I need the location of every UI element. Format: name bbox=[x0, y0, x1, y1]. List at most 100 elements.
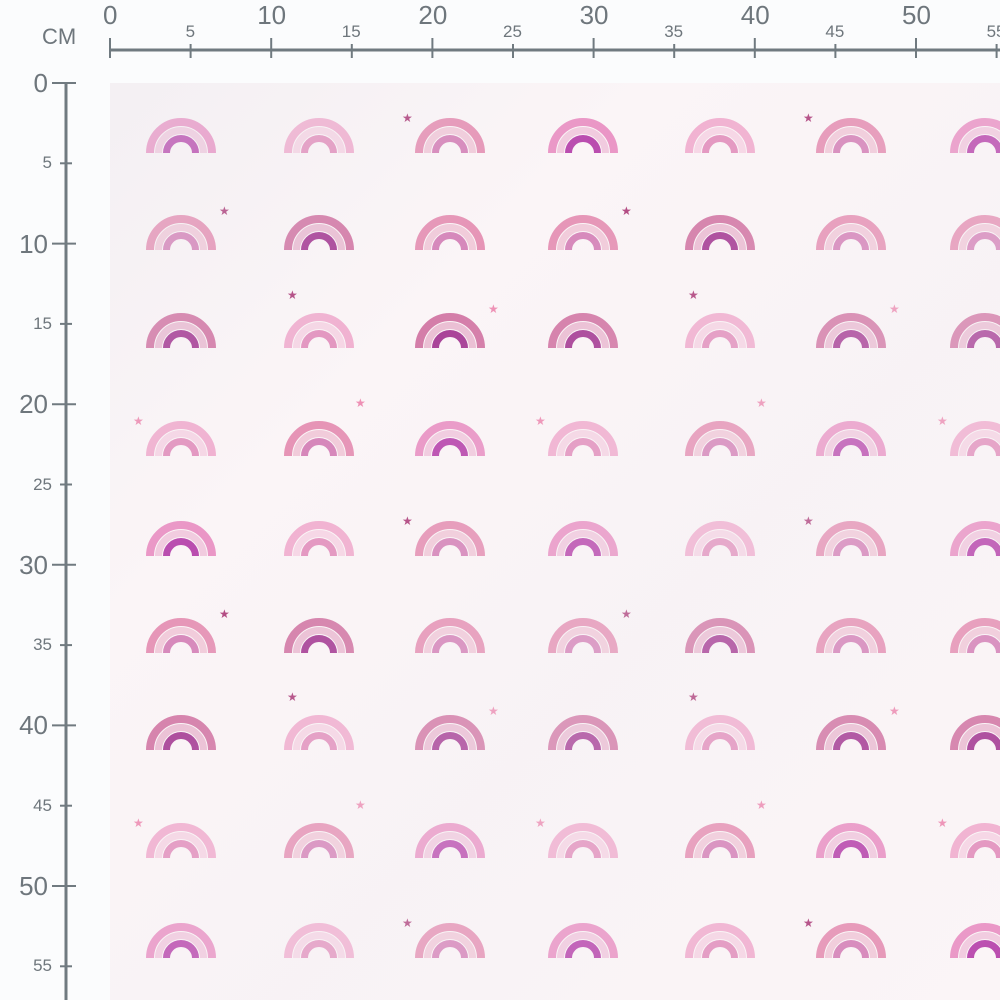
rainbow-motif bbox=[146, 715, 216, 751]
rainbow-motif bbox=[415, 715, 485, 751]
star-icon: ★ bbox=[803, 916, 814, 930]
star-icon: ★ bbox=[219, 204, 230, 218]
star-icon: ★ bbox=[355, 396, 366, 410]
star-icon: ★ bbox=[488, 302, 499, 316]
rainbow-motif bbox=[685, 215, 755, 251]
rainbow-motif bbox=[816, 823, 886, 859]
ruler-label: 5 bbox=[42, 153, 52, 173]
rainbow-motif bbox=[685, 823, 755, 859]
rainbow-motif bbox=[950, 923, 1000, 959]
rainbow-motif bbox=[415, 923, 485, 959]
left-ruler bbox=[52, 82, 76, 1000]
rainbow-motif bbox=[685, 923, 755, 959]
ruler-label: 10 bbox=[19, 228, 48, 259]
rainbow-motif bbox=[685, 313, 755, 349]
rainbow-motif bbox=[284, 215, 354, 251]
star-icon: ★ bbox=[402, 111, 413, 125]
rainbow-motif bbox=[284, 923, 354, 959]
star-icon: ★ bbox=[937, 414, 948, 428]
ruler-label: 45 bbox=[33, 795, 52, 815]
star-icon: ★ bbox=[621, 204, 632, 218]
ruler-label: 0 bbox=[33, 68, 48, 98]
ruler-label: 5 bbox=[185, 22, 196, 41]
rainbow-motif bbox=[685, 421, 755, 457]
ruler-label: 20 bbox=[418, 0, 448, 30]
ruler-label: 30 bbox=[19, 549, 48, 580]
rainbow-motif bbox=[950, 521, 1000, 557]
ruler-label: 40 bbox=[740, 0, 770, 30]
rainbow-motif bbox=[548, 521, 618, 557]
rainbow-motif bbox=[146, 618, 216, 654]
rainbow-motif bbox=[816, 118, 886, 154]
ruler-label: 35 bbox=[33, 635, 52, 655]
rainbow-motif bbox=[415, 421, 485, 457]
ruler-label: 55 bbox=[986, 22, 1000, 41]
ruler-unit-label: CM bbox=[42, 24, 77, 49]
rainbow-motif bbox=[685, 618, 755, 654]
rainbow-motif bbox=[284, 823, 354, 859]
rainbow-motif bbox=[415, 215, 485, 251]
rainbow-motif bbox=[950, 215, 1000, 251]
rainbow-motif bbox=[548, 215, 618, 251]
rainbow-motif bbox=[146, 923, 216, 959]
rainbow-motif bbox=[284, 715, 354, 751]
star-icon: ★ bbox=[688, 288, 699, 302]
ruler-label: 20 bbox=[19, 389, 48, 420]
ruler-label: 55 bbox=[33, 956, 52, 976]
star-icon: ★ bbox=[535, 816, 546, 830]
rainbow-motif bbox=[284, 118, 354, 154]
star-icon: ★ bbox=[803, 514, 814, 528]
rainbow-motif bbox=[146, 823, 216, 859]
star-icon: ★ bbox=[402, 916, 413, 930]
star-icon: ★ bbox=[287, 288, 298, 302]
ruler-label: 35 bbox=[664, 22, 684, 41]
ruler-label: 25 bbox=[33, 474, 52, 494]
star-icon: ★ bbox=[621, 607, 632, 621]
fabric-swatch: ★★★★★★★★★★★★★★★★★★★★★★★★★★★★★★ bbox=[110, 83, 1000, 1000]
rainbow-motif bbox=[146, 313, 216, 349]
star-icon: ★ bbox=[756, 798, 767, 812]
ruler-label: 50 bbox=[19, 871, 48, 901]
ruler-label: 30 bbox=[579, 0, 609, 30]
rainbow-motif bbox=[284, 421, 354, 457]
rainbow-motif bbox=[548, 923, 618, 959]
ruler-label: 0 bbox=[103, 0, 118, 30]
rainbow-motif bbox=[548, 823, 618, 859]
rainbow-motif bbox=[950, 618, 1000, 654]
star-icon: ★ bbox=[756, 396, 767, 410]
star-icon: ★ bbox=[133, 414, 144, 428]
rainbow-motif bbox=[816, 618, 886, 654]
rainbow-motif bbox=[816, 715, 886, 751]
rainbow-motif bbox=[548, 618, 618, 654]
star-icon: ★ bbox=[889, 302, 900, 316]
rainbow-motif bbox=[950, 823, 1000, 859]
rainbow-motif bbox=[415, 521, 485, 557]
rainbow-motif bbox=[685, 118, 755, 154]
rainbow-motif bbox=[950, 313, 1000, 349]
ruler-label: 10 bbox=[257, 0, 287, 30]
rainbow-motif bbox=[415, 313, 485, 349]
star-icon: ★ bbox=[803, 111, 814, 125]
star-icon: ★ bbox=[488, 704, 499, 718]
star-icon: ★ bbox=[535, 414, 546, 428]
star-icon: ★ bbox=[133, 816, 144, 830]
rainbow-motif bbox=[415, 118, 485, 154]
rainbow-motif bbox=[415, 618, 485, 654]
rainbow-motif bbox=[548, 118, 618, 154]
rainbow-motif bbox=[950, 421, 1000, 457]
star-icon: ★ bbox=[287, 690, 298, 704]
rainbow-motif bbox=[284, 618, 354, 654]
rainbow-motif bbox=[548, 313, 618, 349]
rainbow-motif bbox=[548, 421, 618, 457]
ruler-label: 15 bbox=[33, 313, 52, 333]
rainbow-motif bbox=[950, 715, 1000, 751]
ruler-label: 45 bbox=[825, 22, 845, 41]
rainbow-motif bbox=[685, 521, 755, 557]
rainbow-motif bbox=[950, 118, 1000, 154]
ruler-label: 25 bbox=[503, 22, 522, 41]
star-icon: ★ bbox=[688, 690, 699, 704]
ruler-label: 50 bbox=[902, 0, 931, 30]
star-icon: ★ bbox=[889, 704, 900, 718]
top-ruler bbox=[109, 38, 1000, 58]
rainbow-motif bbox=[685, 715, 755, 751]
